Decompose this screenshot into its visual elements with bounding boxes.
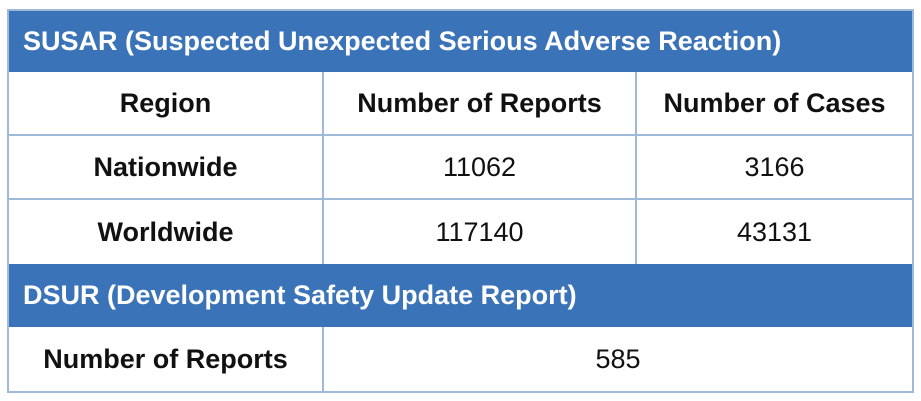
column-header-number-of-cases: Number of Cases bbox=[635, 72, 912, 134]
row-label-dsur-number-of-reports: Number of Reports bbox=[43, 343, 288, 374]
column-header-region: Region bbox=[119, 87, 212, 118]
row-label-nationwide: Nationwide bbox=[93, 151, 238, 182]
nationwide-cases-value: 3166 bbox=[635, 136, 912, 198]
worldwide-reports-value: 117140 bbox=[322, 200, 635, 264]
table-row-dsur-reports: Number of Reports 585 bbox=[9, 327, 912, 391]
row-label-worldwide: Worldwide bbox=[97, 216, 234, 247]
susar-title: SUSAR (Suspected Unexpected Serious Adve… bbox=[23, 26, 782, 56]
column-header-number-of-reports: Number of Reports bbox=[322, 72, 635, 134]
table-row-worldwide: Worldwide 117140 43131 bbox=[9, 200, 912, 264]
safety-report-table: SUSAR (Suspected Unexpected Serious Adve… bbox=[7, 9, 914, 393]
dsur-reports-value: 585 bbox=[322, 327, 912, 391]
worldwide-cases-value: 43131 bbox=[635, 200, 912, 264]
susar-column-header-row: Region Number of Reports Number of Cases bbox=[9, 72, 912, 136]
dsur-title: DSUR (Development Safety Update Report) bbox=[23, 280, 577, 310]
table-row-nationwide: Nationwide 11062 3166 bbox=[9, 136, 912, 200]
nationwide-reports-value: 11062 bbox=[322, 136, 635, 198]
dsur-section-header: DSUR (Development Safety Update Report) bbox=[9, 264, 912, 327]
susar-section-header: SUSAR (Suspected Unexpected Serious Adve… bbox=[9, 11, 912, 72]
